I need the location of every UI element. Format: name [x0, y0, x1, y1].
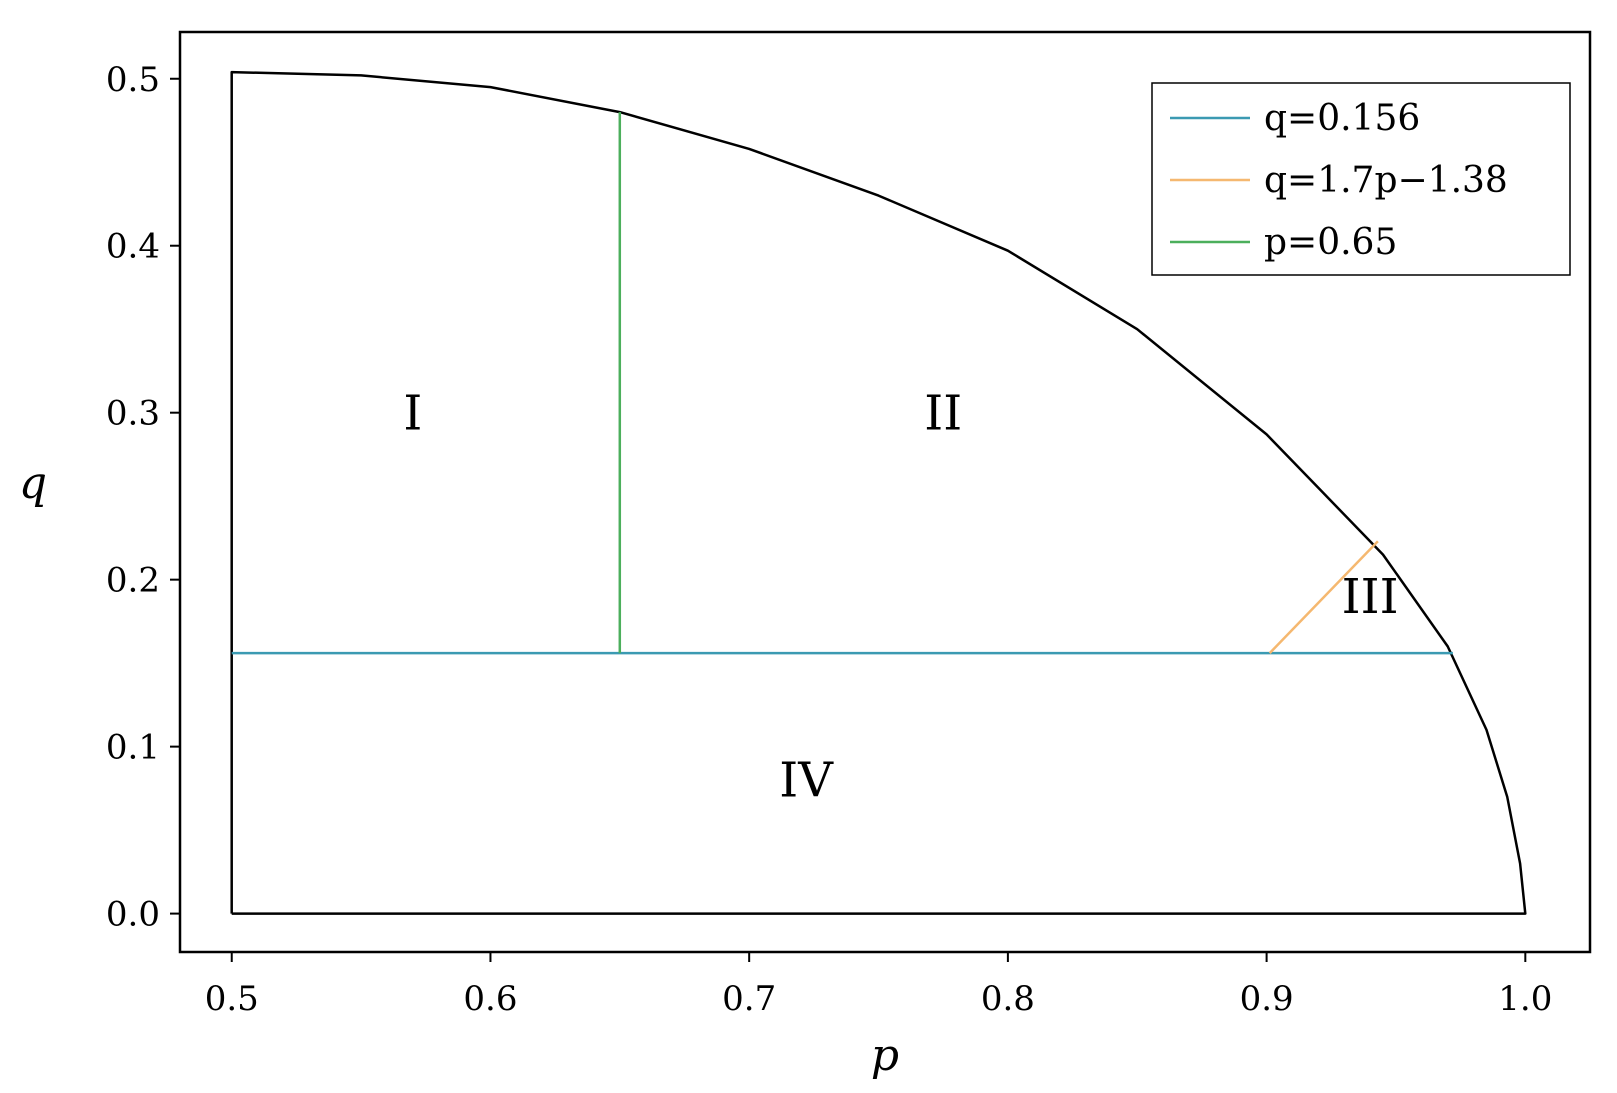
y-tick-label: 0.2 — [106, 561, 160, 601]
y-tick-label: 0.5 — [106, 60, 160, 100]
series-lines — [231, 112, 1453, 655]
legend: q=0.156 q=1.7p−1.38 p=0.65 — [1151, 82, 1571, 276]
x-tick-label: 0.8 — [981, 979, 1035, 1019]
x-tick-label: 0.7 — [722, 979, 776, 1019]
x-tick-label: 1.0 — [1498, 979, 1552, 1019]
x-axis-label: p — [871, 1030, 899, 1081]
legend-label-1: q=0.156 — [1264, 98, 1420, 139]
y-tick-label: 0.4 — [106, 227, 160, 267]
legend-label-2: q=1.7p−1.38 — [1264, 160, 1508, 201]
x-tick-label: 0.9 — [1240, 979, 1294, 1019]
plot-frame — [178, 30, 1592, 954]
boundary-curve — [230, 70, 1527, 915]
region-boundary — [230, 70, 1527, 915]
x-tick-label: 0.6 — [463, 979, 517, 1019]
y-tick-label: 0.1 — [106, 728, 160, 768]
legend-label-3: p=0.65 — [1264, 222, 1397, 263]
series-line-2 — [1268, 540, 1379, 654]
x-tick-label: 0.5 — [205, 979, 259, 1019]
y-tick-label: 0.0 — [106, 895, 160, 935]
y-axis-ticks: 0.0 0.1 0.2 0.3 0.4 0.5 — [106, 60, 180, 935]
region-label-III: III — [1342, 569, 1399, 625]
region-label-IV: IV — [779, 753, 834, 809]
y-axis-label: q — [19, 458, 47, 509]
x-axis-ticks: 0.5 0.6 0.7 0.8 0.9 1.0 — [205, 952, 1552, 1019]
y-tick-label: 0.3 — [106, 394, 160, 434]
region-label-II: II — [924, 385, 962, 441]
region-label-I: I — [403, 385, 422, 441]
